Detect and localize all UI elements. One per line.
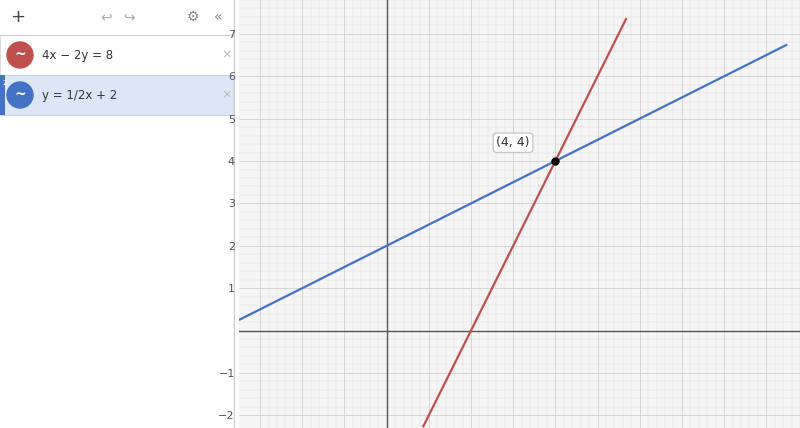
Text: y = 1/2x + 2: y = 1/2x + 2 [42, 89, 118, 101]
Text: «: « [214, 10, 222, 24]
FancyBboxPatch shape [0, 35, 235, 75]
FancyBboxPatch shape [0, 75, 235, 115]
Text: ×: × [222, 89, 232, 101]
Text: 2: 2 [2, 80, 7, 86]
Text: ×: × [222, 48, 232, 62]
Text: ↩: ↩ [100, 10, 111, 24]
Bar [0, 75, 5, 115]
Circle shape [7, 82, 33, 108]
Text: +: + [10, 8, 26, 26]
Circle shape [7, 42, 33, 68]
Text: (4, 4): (4, 4) [496, 136, 530, 149]
Text: ~: ~ [14, 88, 26, 102]
Text: ~: ~ [14, 48, 26, 62]
Text: ⚙: ⚙ [186, 10, 199, 24]
Text: 4x − 2y = 8: 4x − 2y = 8 [42, 48, 113, 62]
Text: ↪: ↪ [123, 10, 135, 24]
